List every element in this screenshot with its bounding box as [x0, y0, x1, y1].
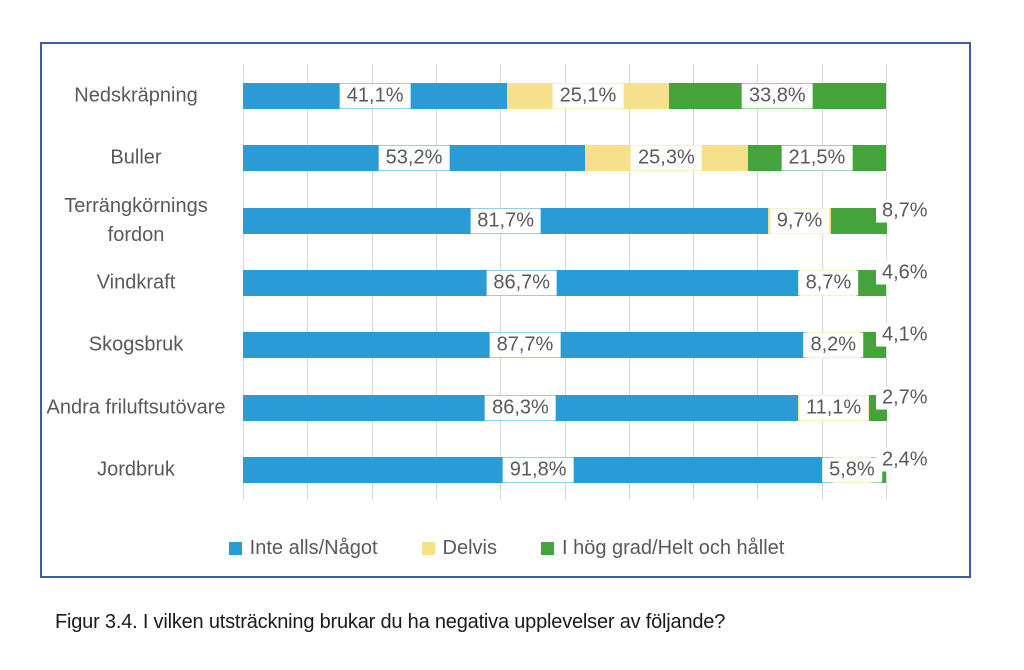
- value-label: 41,1%: [339, 83, 411, 109]
- value-label: 8,7%: [798, 270, 859, 296]
- value-label: 21,5%: [781, 145, 853, 171]
- value-label: 4,6%: [876, 261, 931, 285]
- value-label: 87,7%: [489, 332, 561, 358]
- value-label: 8,2%: [803, 332, 864, 358]
- category-label: Terrängkörnings fordon: [64, 194, 208, 246]
- legend-label: Delvis: [442, 536, 497, 559]
- value-label: 11,1%: [798, 395, 869, 421]
- value-label: 53,2%: [378, 145, 450, 171]
- legend-item: Delvis: [421, 536, 497, 560]
- category-label: Andra friluftsutövare: [46, 396, 226, 419]
- chart-legend: Inte alls/Något Delvis I hög grad/Helt och…: [42, 533, 971, 563]
- value-label: 25,1%: [552, 83, 624, 109]
- value-label: 2,4%: [876, 448, 931, 472]
- chart-frame: [40, 42, 971, 578]
- legend-label: I hög grad/Helt och hållet: [561, 536, 785, 559]
- legend-item: Inte alls/Något: [228, 536, 378, 560]
- category-label: Nedskräpning: [74, 84, 198, 107]
- value-label: 25,3%: [631, 145, 702, 171]
- figure-caption: Figur 3.4. I vilken utsträckning brukar …: [55, 611, 726, 633]
- value-label: 91,8%: [502, 457, 574, 483]
- value-label: 5,8%: [822, 457, 882, 483]
- value-label: 8,7%: [876, 199, 931, 223]
- legend-swatch-icon: [421, 541, 435, 555]
- value-label: 86,3%: [485, 395, 556, 421]
- value-label: 4,1%: [876, 323, 931, 347]
- value-label: 81,7%: [470, 208, 542, 234]
- category-label: Vindkraft: [96, 271, 176, 294]
- category-label: Skogsbruk: [88, 333, 184, 356]
- value-label: 33,8%: [741, 83, 813, 109]
- category-label: Buller: [110, 146, 162, 169]
- category-label: Jordbruk: [97, 458, 175, 481]
- legend-swatch-icon: [228, 541, 242, 555]
- value-label: 86,7%: [486, 270, 558, 296]
- legend-label: Inte alls/Något: [249, 536, 378, 559]
- value-label: 9,7%: [769, 208, 830, 234]
- legend-item: I hög grad/Helt och hållet: [540, 536, 785, 560]
- value-label: 2,7%: [876, 386, 931, 410]
- legend-swatch-icon: [540, 541, 554, 555]
